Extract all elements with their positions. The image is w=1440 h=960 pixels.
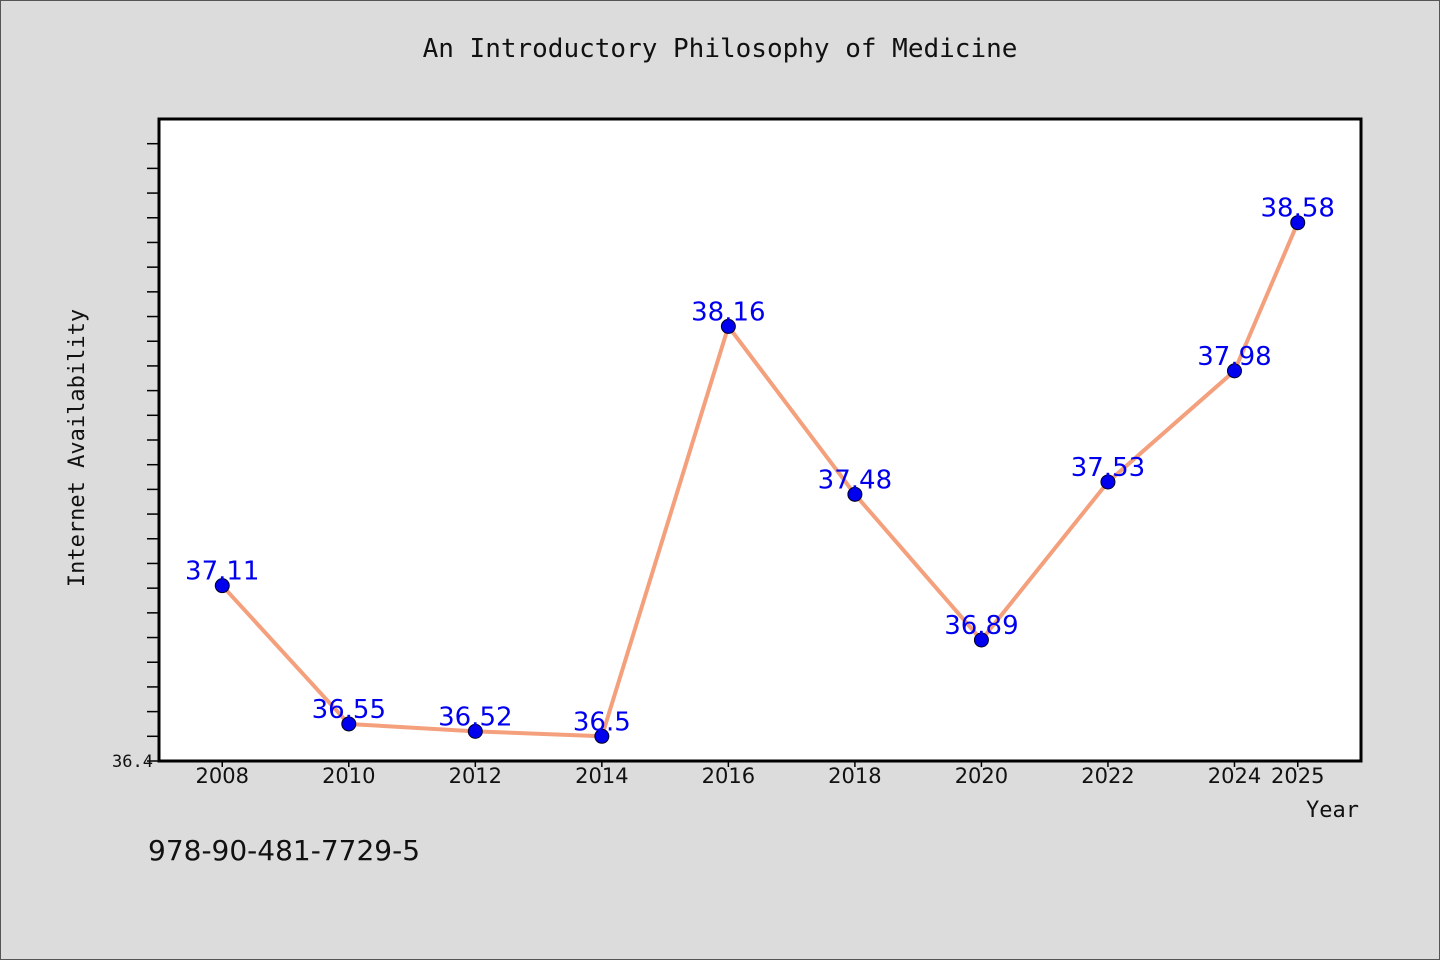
y-axis-ticks: 36.4: [112, 142, 159, 772]
series-lines: [220, 221, 1300, 739]
data-label: 37.48: [818, 465, 892, 495]
data-label: 37.11: [185, 557, 259, 587]
x-axis-ticks: 2008 2010 2012 2014 2016 2018 2020 2022 2024 2025: [196, 761, 1324, 788]
x-tick-label: 2008: [196, 764, 249, 788]
x-tick-label: 2014: [575, 764, 628, 788]
plot-area: [157, 117, 1363, 763]
data-label: 37.98: [1197, 342, 1271, 372]
data-label: 36.55: [312, 695, 386, 725]
x-tick-label: 2024: [1208, 764, 1261, 788]
data-point: [214, 578, 230, 594]
data-point: [973, 632, 989, 648]
data-labels: 37.11 36.55 36.52 36.5 38.16 37.48 36.89 37.53 3…: [185, 194, 1335, 738]
x-tick-label: 2010: [322, 764, 375, 788]
x-tick-label: 2020: [955, 764, 1008, 788]
x-tick-label: 2016: [702, 764, 755, 788]
x-tick-label: 2012: [449, 764, 502, 788]
data-point: [1226, 363, 1242, 379]
data-point: [1100, 474, 1116, 490]
data-point: [467, 723, 483, 739]
x-axis-label: Year: [1306, 798, 1359, 823]
series-points: [214, 215, 1306, 744]
x-tick-label: 2025: [1271, 764, 1324, 788]
data-label: 36.89: [944, 611, 1018, 641]
data-label: 38.58: [1261, 194, 1335, 224]
series-line: [220, 221, 1300, 739]
x-tick-label: 2018: [828, 764, 881, 788]
data-point: [720, 318, 736, 334]
data-label: 36.52: [438, 702, 512, 732]
data-label: 37.53: [1071, 453, 1145, 483]
y-tick-label: 36.4: [112, 752, 153, 772]
chart-title: An Introductory Philosophy of Medicine: [422, 34, 1018, 64]
isbn-text: 978-90-481-7729-5: [148, 834, 421, 867]
data-point: [847, 486, 863, 502]
data-point: [594, 728, 610, 744]
data-label: 38.16: [691, 297, 765, 327]
data-point: [341, 716, 357, 732]
y-axis-label: Internet Availability: [65, 309, 90, 587]
x-tick-label: 2022: [1081, 764, 1134, 788]
data-point: [1290, 215, 1306, 231]
data-label: 36.5: [573, 707, 631, 737]
